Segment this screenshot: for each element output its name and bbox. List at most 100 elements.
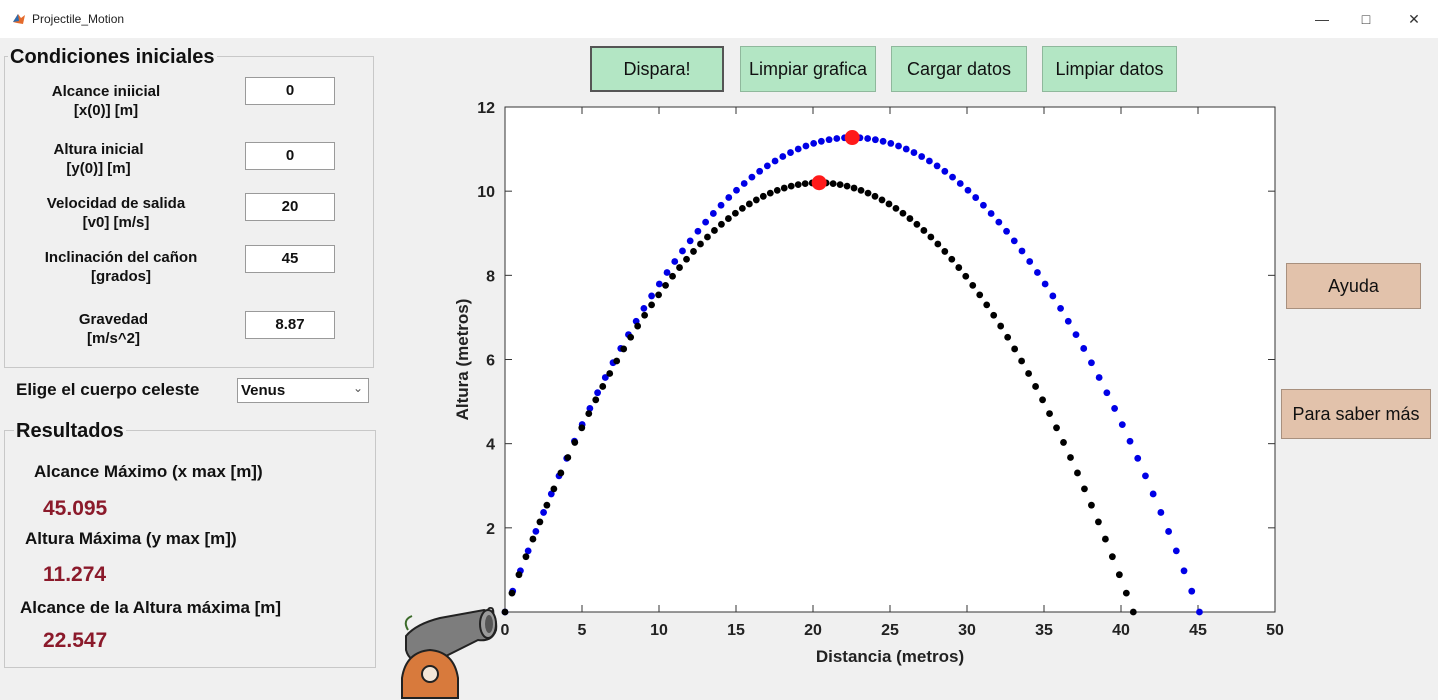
trajectory-point-black — [648, 301, 656, 309]
trajectory-point-black — [948, 255, 956, 263]
max-range-label: Alcance Máximo (x max [m]) — [34, 462, 263, 481]
cannon-icon — [401, 608, 498, 699]
trajectory-point-black — [725, 215, 732, 222]
trajectory-point-blue — [655, 280, 663, 288]
maximize-icon[interactable]: □ — [1361, 11, 1371, 27]
celestial-body-label: Elige el cuerpo celeste — [16, 380, 200, 399]
trajectory-point-blue — [709, 210, 717, 217]
minimize-icon[interactable]: — — [1315, 11, 1329, 27]
trajectory-point-blue — [964, 186, 972, 194]
trajectory-point-black — [627, 333, 635, 341]
trajectory-plot: 05101520253035404550024681012Distancia (… — [453, 100, 1284, 666]
launch-speed-field[interactable]: 20 — [245, 193, 335, 221]
x-tick-label: 50 — [1266, 622, 1284, 639]
trajectory-point-blue — [933, 162, 941, 170]
gravity-field[interactable]: 8.87 — [245, 311, 335, 339]
trajectory-point-blue — [1180, 567, 1188, 575]
trajectory-point-black — [906, 215, 914, 222]
trajectory-point-blue — [972, 194, 980, 201]
x-tick-label: 20 — [804, 622, 822, 639]
matlab-app-icon — [13, 14, 25, 24]
close-icon[interactable]: ✕ — [1408, 10, 1420, 27]
trajectory-point-blue — [1049, 292, 1057, 300]
trajectory-point-blue — [802, 142, 810, 150]
trajectory-point-black — [585, 410, 593, 417]
cannon-angle-field[interactable]: 45 — [245, 245, 335, 273]
range-at-max-height-value: 22.547 — [43, 629, 108, 652]
trajectory-point-blue — [1111, 405, 1118, 412]
trajectory-point-blue — [980, 201, 987, 209]
trajectory-point-blue — [1118, 421, 1126, 428]
celestial-body-select[interactable]: Venus ⌄ — [237, 378, 369, 403]
trajectory-point-black — [1032, 383, 1039, 390]
trajectory-point-blue — [547, 490, 555, 498]
x-tick-label: 25 — [881, 622, 899, 639]
trajectory-point-black — [529, 535, 537, 543]
clear-data-button[interactable]: Limpiar datos — [1042, 46, 1177, 92]
trajectory-point-black — [1039, 396, 1046, 404]
trajectory-point-blue — [779, 153, 787, 160]
trajectory-point-black — [620, 345, 628, 353]
trajectory-point-blue — [725, 194, 733, 201]
help-button[interactable]: Ayuda — [1286, 263, 1421, 309]
trajectory-point-black — [878, 196, 886, 204]
trajectory-point-black — [920, 227, 928, 234]
trajectory-point-black — [613, 357, 621, 365]
load-data-button[interactable]: Cargar datos — [891, 46, 1027, 92]
trajectory-point-blue — [918, 153, 926, 160]
trajectory-point-blue — [1018, 247, 1026, 255]
trajectory-point-black — [829, 180, 837, 187]
trajectory-point-blue — [1041, 280, 1049, 288]
trajectory-point-black — [564, 454, 572, 461]
max-range-value: 45.095 — [43, 497, 108, 520]
fire-button[interactable]: Dispara! — [590, 46, 724, 92]
trajectory-point-blue — [787, 149, 794, 156]
trajectory-point-black — [1101, 535, 1109, 543]
trajectory-point-blue — [825, 136, 833, 144]
trajectory-point-blue — [686, 237, 694, 245]
initial-range-field[interactable]: 0 — [245, 77, 335, 105]
trajectory-point-blue — [1165, 528, 1172, 535]
trajectory-point-blue — [1103, 389, 1111, 397]
y-tick-label: 6 — [486, 353, 495, 370]
trajectory-point-black — [1011, 345, 1019, 353]
trajectory-point-black — [1122, 589, 1130, 597]
initial-height-field[interactable]: 0 — [245, 142, 335, 170]
trajectory-point-blue — [871, 136, 879, 144]
trajectory-point-black — [990, 311, 998, 319]
learn-more-button[interactable]: Para saber más — [1281, 389, 1431, 439]
trajectory-point-black — [745, 200, 753, 208]
trajectory-point-black — [969, 281, 977, 289]
trajectory-point-black — [913, 220, 921, 228]
trajectory-point-black — [759, 192, 767, 200]
max-height-value: 11.274 — [43, 563, 107, 586]
max-height-label: Altura Máxima (y max [m]) — [25, 529, 237, 548]
max-height-marker — [811, 175, 827, 191]
trajectory-point-black — [983, 301, 991, 309]
trajectory-point-blue — [925, 157, 933, 165]
trajectory-point-black — [571, 439, 579, 446]
clear-plot-button[interactable]: Limpiar grafica — [740, 46, 876, 92]
trajectory-point-black — [766, 189, 774, 197]
trajectory-point-blue — [895, 142, 902, 150]
trajectory-point-black — [794, 181, 802, 189]
trajectory-point-black — [955, 264, 963, 271]
x-tick-label: 5 — [578, 622, 587, 639]
trajectory-point-black — [592, 396, 600, 404]
initial-range-label: Alcance iniicial [x(0)] [m] — [51, 83, 161, 119]
trajectory-point-black — [731, 209, 739, 217]
trajectory-point-blue — [1142, 472, 1149, 480]
trajectory-point-black — [1060, 439, 1067, 446]
launch-speed-label: Velocidad de salida [v0] [m/s] — [46, 195, 186, 231]
trajectory-point-blue — [1003, 227, 1010, 235]
trajectory-point-blue — [748, 173, 756, 181]
trajectory-point-blue — [663, 269, 671, 276]
trajectory-point-black — [655, 291, 662, 299]
trajectory-point-blue — [1064, 317, 1072, 325]
trajectory-point-blue — [733, 186, 740, 194]
y-tick-label: 10 — [477, 184, 495, 201]
trajectory-point-blue — [763, 162, 771, 170]
trajectory-point-black — [1067, 454, 1074, 461]
trajectory-point-black — [557, 469, 565, 477]
trajectory-point-black — [997, 322, 1005, 330]
